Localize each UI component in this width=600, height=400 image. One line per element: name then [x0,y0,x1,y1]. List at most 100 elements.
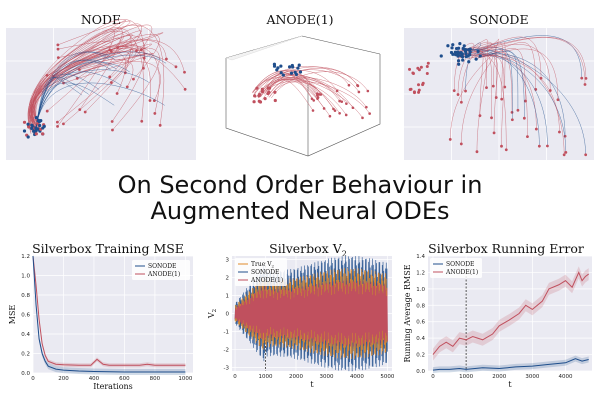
legend-box [132,260,190,280]
end-point [357,90,361,94]
trajectory [32,26,123,127]
trajectory [258,74,318,99]
trajectory [35,82,115,129]
end-point [522,116,526,120]
trajectory [461,55,493,144]
sonode-trajectories [404,28,594,160]
end-point [142,56,146,60]
start-point [297,63,301,67]
start-point [446,44,450,48]
anode-title: ANODE(1) [266,12,334,27]
x-tick-label: 4000 [350,374,364,380]
trajectory [32,20,126,124]
end-point [500,144,503,148]
series-line [32,255,186,366]
legend-box [430,258,482,278]
series-line [234,280,388,347]
end-point [148,99,152,102]
end-point [368,112,371,115]
legend-entry: SONODE [148,263,176,270]
start-point [453,53,458,57]
series-line [432,358,589,371]
end-point [316,97,319,100]
start-point [34,129,38,133]
end-point [111,128,114,132]
start-point [258,100,263,104]
node-panel: NODE [6,8,196,163]
y-tick-label: -3 [224,365,230,371]
start-point [453,50,457,54]
end-point [62,122,65,126]
x-tick-label: 3000 [319,374,333,380]
legend-box [235,258,287,286]
trajectory [474,47,513,120]
start-point [37,120,41,124]
trajectory [35,61,130,129]
start-point [461,58,465,62]
end-point [153,112,157,115]
legend-entry: ANODE(1) [147,271,180,278]
end-point [534,88,538,91]
v2-chart-title-subscript: 2 [341,249,347,259]
trajectory [35,73,100,129]
end-point [478,114,482,118]
x-axis-label: t [508,380,512,389]
y-tick-label: 2 [226,276,230,282]
start-point [460,55,465,59]
mse-chart: Silverbox Training MSE 0 200 400 600 800 1000… [0,238,200,400]
end-point [356,84,360,88]
end-point [125,85,129,89]
start-point [255,86,259,90]
paper-title-line-2: Augmented Neural ODEs [150,197,450,225]
start-point [38,123,42,128]
trajectory [264,78,340,114]
end-point [56,124,59,128]
x-tick-label: 600 [119,376,130,382]
start-point [272,62,277,66]
x-tick-label: 3000 [525,374,539,380]
start-point [468,50,472,54]
running-error-chart-svg: 0 1000 2000 3000 4000 0.0 0.2 0.4 0.6 0.8 1.0 1.2 1.… [403,254,592,389]
y-tick-label: 0.8 [416,303,425,309]
end-point [158,123,162,127]
end-point [55,120,59,124]
y-tick-label: -1 [224,329,229,335]
x-tick-label: 4000 [558,374,572,380]
legend-entry-subscript: 2 [272,264,275,269]
start-point [252,100,256,104]
y-tick-label: 1.2 [21,254,30,260]
trajectory [450,48,496,140]
start-point [298,70,303,74]
x-tick-label: 0 [233,374,237,380]
trajectory [28,45,145,132]
mse-chart-title: Silverbox Training MSE [32,241,184,256]
v2-chart-title: Silverbox V2 [208,241,408,259]
y-tick-label: 0.8 [21,293,30,299]
x-tick-label: 1000 [459,374,473,380]
trajectory [31,29,115,127]
end-point [534,127,538,131]
end-point [45,109,49,113]
anode-3d-trajectories [225,35,381,157]
x-tick-label: 5000 [380,374,394,380]
end-point [310,97,314,101]
start-point [456,54,460,58]
end-point [456,93,460,96]
start-point [408,67,412,71]
x-tick-label: 1000 [259,374,273,380]
trajectory [457,44,551,91]
end-point [526,135,529,139]
trajectory [254,72,319,98]
trajectory [28,41,132,134]
end-point [115,92,119,95]
mse-chart-svg: 0 200 400 600 800 1000 0.0 0.2 0.4 0.6 0.8 1.0 1.2 It… [8,253,193,391]
end-point [83,110,87,114]
end-point [365,105,368,109]
end-point [311,109,315,112]
trajectory [253,70,322,95]
end-point [338,99,341,103]
v2-chart-title-text: Silverbox V [269,241,342,256]
end-point [584,77,588,80]
trajectory [260,78,314,111]
end-point [510,118,514,122]
